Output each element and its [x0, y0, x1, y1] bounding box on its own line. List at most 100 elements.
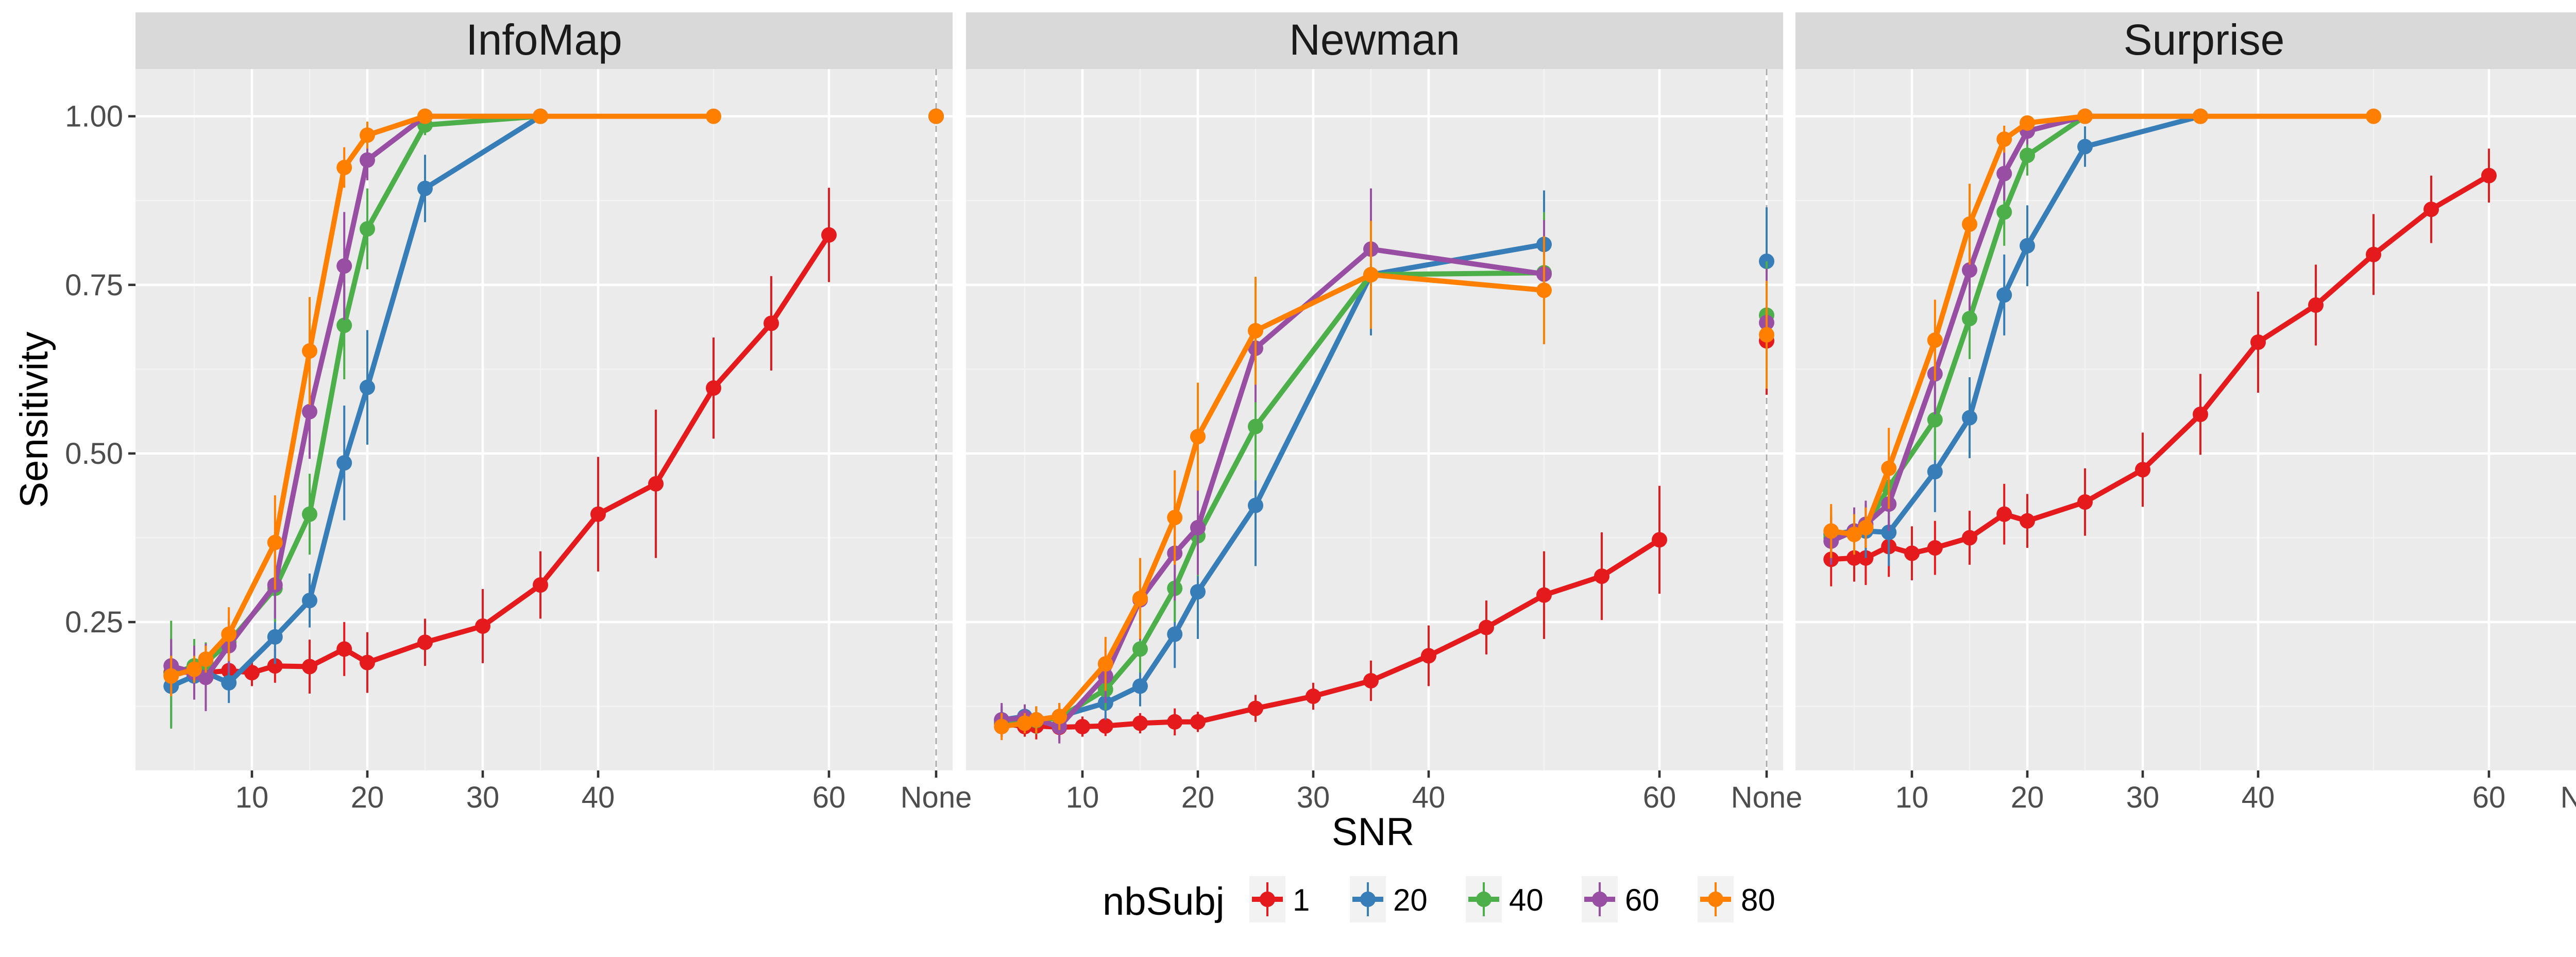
x-tick-label: 10: [1895, 781, 1929, 814]
data-point: [2077, 108, 2093, 124]
data-point: [821, 227, 837, 243]
x-tick-label: 30: [1297, 781, 1330, 814]
data-point: [2020, 147, 2035, 163]
data-point: [267, 534, 283, 550]
panel-strip: [135, 12, 953, 69]
data-point: [336, 641, 352, 657]
data-point: [267, 658, 283, 674]
x-tick-label: None: [2561, 781, 2576, 814]
data-point: [1881, 460, 1897, 476]
data-point: [1858, 519, 1874, 535]
data-point: [706, 380, 721, 396]
data-point: [221, 626, 237, 642]
data-point: [1075, 718, 1090, 734]
x-tick-label: 30: [466, 781, 500, 814]
data-point: [1132, 591, 1148, 607]
data-point: [360, 654, 375, 670]
panel-title: InfoMap: [466, 15, 622, 64]
data-point: [1996, 506, 2012, 522]
panel-infomap: InfoMap 0.25 0.50 0.75 1.00 10 20 30 40 60 None: [65, 12, 972, 814]
panel-surprise: Surprise 10 20 30 40 60 None: [1795, 12, 2576, 814]
x-tick-label: 10: [235, 781, 269, 814]
data-point: [1904, 545, 1920, 561]
panel-title: Surprise: [2124, 15, 2285, 64]
data-point: [1167, 714, 1183, 730]
data-point: [163, 668, 179, 684]
data-point: [1248, 418, 1263, 434]
data-point: [1097, 656, 1113, 672]
data-point: [1652, 532, 1667, 548]
data-point: [2250, 334, 2266, 350]
y-tick-label: 0.75: [65, 268, 123, 302]
data-point: [1248, 497, 1263, 513]
data-point-none: [1759, 327, 1774, 343]
data-point: [2481, 167, 2497, 183]
data-point: [1996, 287, 2012, 303]
legend-label: 1: [1293, 883, 1310, 917]
x-tick-label: 40: [1412, 781, 1446, 814]
x-axis-title: SNR: [1332, 810, 1414, 854]
legend-label: 60: [1625, 883, 1659, 917]
legend-key-point: [1360, 892, 1376, 907]
data-point: [1962, 530, 1977, 546]
data-point: [1363, 673, 1379, 689]
data-point: [1962, 410, 1977, 426]
data-point: [336, 455, 352, 471]
data-point: [533, 108, 548, 124]
data-point: [2308, 297, 2324, 313]
data-point: [1306, 689, 1321, 704]
data-point: [417, 180, 433, 196]
x-tick-label: None: [1731, 781, 1803, 814]
data-point: [1167, 510, 1183, 526]
data-point: [198, 669, 214, 685]
x-tick-label: 20: [351, 781, 384, 814]
x-tick-label: 40: [2242, 781, 2275, 814]
series-nbsubj-80: [994, 221, 1774, 741]
data-point: [1823, 523, 1839, 539]
data-point: [2020, 513, 2035, 529]
panel-strip: [966, 12, 1783, 69]
data-point: [267, 629, 283, 645]
data-point: [764, 315, 779, 331]
data-point: [1962, 262, 1977, 278]
data-point: [1028, 712, 1044, 728]
data-point: [1996, 204, 2012, 220]
data-point: [336, 160, 352, 176]
data-point: [360, 152, 375, 168]
x-tick-label: 60: [2472, 781, 2506, 814]
data-point: [2366, 246, 2381, 262]
data-point: [1881, 525, 1897, 541]
series-nbsubj-80: [163, 108, 944, 697]
data-point: [2020, 115, 2035, 131]
data-point: [2077, 494, 2093, 510]
data-point: [198, 651, 214, 667]
data-point: [1190, 584, 1206, 600]
x-tick-label: 10: [1066, 781, 1099, 814]
data-point: [1846, 550, 1862, 566]
data-point: [417, 634, 433, 650]
data-point: [1962, 216, 1977, 232]
legend-key-point: [1708, 892, 1723, 907]
data-point: [1927, 540, 1943, 556]
data-point: [648, 476, 664, 492]
data-point: [2135, 462, 2150, 478]
data-point: [1594, 568, 1609, 584]
x-tick-label: 30: [2126, 781, 2160, 814]
data-point: [1536, 587, 1552, 603]
data-point: [1996, 131, 2012, 147]
data-point: [302, 506, 317, 522]
data-point: [1996, 165, 2012, 181]
data-point: [302, 404, 317, 419]
legend-item-60: 60: [1582, 876, 1659, 922]
data-point: [187, 661, 202, 677]
data-point: [360, 127, 375, 143]
x-tick-label: 60: [812, 781, 846, 814]
data-point: [2193, 407, 2208, 423]
data-point: [1421, 648, 1436, 664]
y-tick-label: 0.50: [65, 437, 123, 471]
data-point: [302, 593, 317, 609]
data-point: [1097, 718, 1113, 734]
data-point: [360, 379, 375, 395]
